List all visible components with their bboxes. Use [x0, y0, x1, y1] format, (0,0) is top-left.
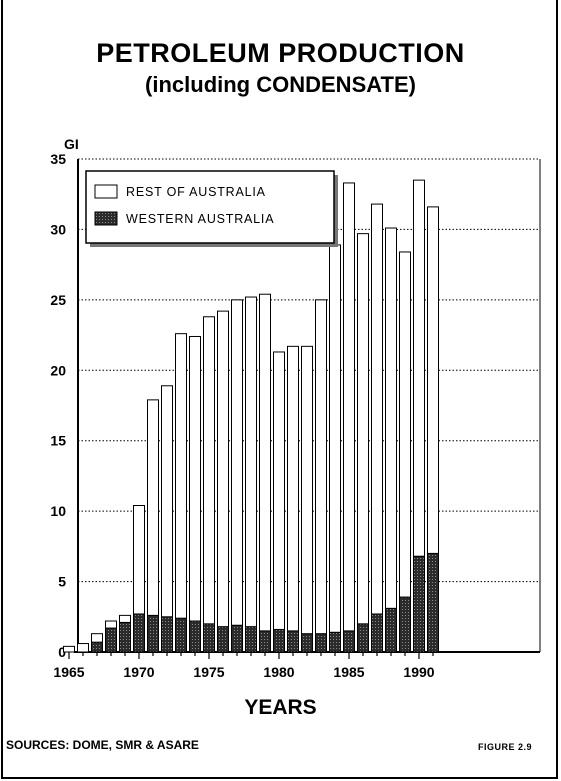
y-tick-label: 10 [50, 503, 66, 519]
bar-western-australia [414, 556, 425, 652]
bar-rest-of-australia [372, 204, 383, 614]
bar-western-australia [106, 628, 117, 652]
bar-rest-of-australia [274, 352, 285, 629]
bar-western-australia [302, 634, 313, 652]
bar-rest-of-australia [120, 615, 131, 622]
bar-western-australia [204, 624, 215, 652]
bar-western-australia [176, 618, 187, 652]
bar-western-australia [148, 615, 159, 652]
x-tick-label: 1985 [333, 664, 364, 680]
bar-rest-of-australia [260, 294, 271, 631]
bar-rest-of-australia [218, 311, 229, 627]
bar-western-australia [400, 597, 411, 652]
x-tick-label: 1980 [263, 664, 294, 680]
bar-western-australia [232, 625, 243, 652]
bar-rest-of-australia [330, 245, 341, 632]
legend-swatch-rest-of-australia [95, 185, 117, 198]
bar-western-australia [386, 608, 397, 652]
sources-note: SOURCES: DOME, SMR & ASARE [6, 738, 199, 752]
bar-rest-of-australia [78, 644, 89, 652]
bar-rest-of-australia [400, 252, 411, 597]
x-axis-title: YEARS [0, 696, 561, 720]
bar-rest-of-australia [386, 228, 397, 608]
bar-rest-of-australia [176, 334, 187, 619]
bar-rest-of-australia [64, 646, 75, 652]
bar-rest-of-australia [148, 400, 159, 616]
bar-rest-of-australia [358, 234, 369, 624]
bar-rest-of-australia [134, 506, 145, 614]
bar-western-australia [330, 632, 341, 652]
legend-label-rest-of-australia: REST OF AUSTRALIA [126, 185, 266, 199]
bar-rest-of-australia [344, 183, 355, 631]
legend-box [86, 171, 334, 243]
bar-western-australia [358, 624, 369, 652]
bar-rest-of-australia [162, 386, 173, 617]
bar-western-australia [372, 614, 383, 652]
bar-rest-of-australia [302, 346, 313, 633]
bar-rest-of-australia [316, 300, 327, 634]
bar-rest-of-australia [428, 207, 439, 554]
bar-western-australia [120, 622, 131, 652]
bar-western-australia [246, 627, 257, 652]
bar-western-australia [92, 642, 103, 652]
y-tick-label: 30 [50, 221, 66, 237]
bar-western-australia [274, 629, 285, 652]
bar-rest-of-australia [414, 180, 425, 556]
bar-western-australia [190, 621, 201, 652]
y-tick-label: 25 [50, 292, 66, 308]
bar-western-australia [162, 617, 173, 652]
y-tick-label: 35 [50, 151, 66, 167]
x-tick-label: 1970 [123, 664, 154, 680]
y-tick-label: 15 [50, 433, 66, 449]
bar-western-australia [288, 631, 299, 652]
bar-western-australia [260, 631, 271, 652]
bar-western-australia [134, 614, 145, 652]
x-tick-label: 1990 [403, 664, 434, 680]
bar-rest-of-australia [92, 634, 103, 642]
figure-number: FIGURE 2.9 [478, 742, 532, 752]
bar-rest-of-australia [106, 621, 117, 628]
y-tick-label: 5 [58, 574, 66, 590]
bar-western-australia [344, 631, 355, 652]
bar-western-australia [218, 627, 229, 652]
legend-swatch-western-australia [95, 212, 117, 225]
y-tick-label: 20 [50, 362, 66, 378]
x-tick-label: 1975 [193, 664, 224, 680]
bar-rest-of-australia [288, 346, 299, 631]
bar-rest-of-australia [232, 300, 243, 625]
bar-rest-of-australia [246, 297, 257, 627]
bar-rest-of-australia [204, 317, 215, 624]
bar-western-australia [428, 553, 439, 652]
bar-western-australia [316, 634, 327, 652]
x-tick-label: 1965 [53, 664, 84, 680]
bar-rest-of-australia [190, 336, 201, 621]
legend-label-western-australia: WESTERN AUSTRALIA [126, 212, 274, 226]
